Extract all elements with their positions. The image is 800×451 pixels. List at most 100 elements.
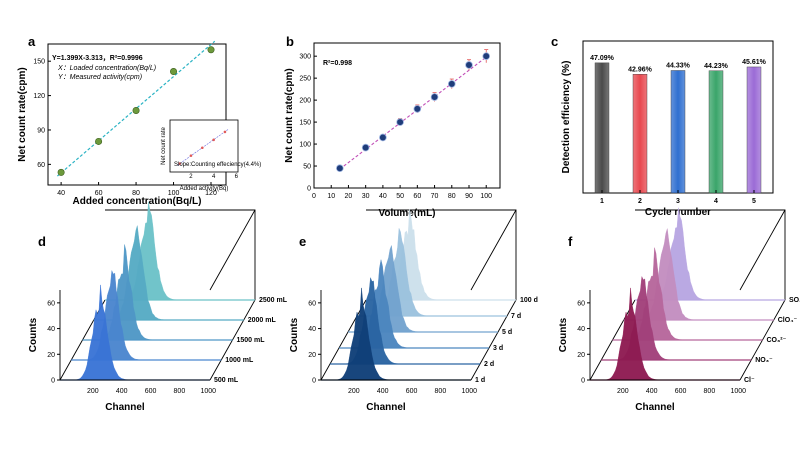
data-point-b	[396, 118, 404, 126]
bar-c	[594, 62, 610, 194]
data-point-b	[413, 105, 422, 113]
plot-frame-a	[47, 43, 227, 186]
x-tick-label-f: 600	[675, 388, 687, 395]
x-tick-label-d: 400	[116, 388, 128, 395]
x-axis-label-e: Channel	[366, 402, 406, 413]
y-tick-label-f: 60	[577, 300, 585, 307]
y-axis-label-e: Counts	[289, 317, 300, 352]
data-point-b	[361, 143, 370, 152]
data-point-b	[482, 52, 491, 60]
panel-label-f: f	[568, 234, 573, 249]
y-tick-label-d: 0	[51, 378, 55, 385]
x-tick-label-b: 10	[327, 193, 335, 200]
x-tick-label-d: 1000	[200, 388, 216, 395]
bar-c	[708, 70, 724, 194]
series-label-d: 2500 mL	[259, 297, 288, 304]
annotation-y-a: Y：Measured activity(cpm)	[58, 74, 142, 81]
data-point-a	[170, 68, 178, 76]
series-label-f: NO₃⁻	[755, 357, 773, 364]
series-label-f: SO₄²⁻	[789, 297, 800, 304]
inset-x-tick-label-a: 6	[235, 174, 239, 180]
y-tick-label-b: 200	[299, 98, 311, 105]
y-axis-label-a: Net count rate(cpm)	[17, 67, 28, 161]
y-tick-label-d: 40	[47, 326, 55, 333]
y-tick-label-a: 150	[33, 59, 45, 66]
y-tick-label-f: 40	[577, 326, 585, 333]
x-tick-label-d: 600	[145, 388, 157, 395]
depth-axis-right-e	[470, 299, 517, 381]
data-point-a	[132, 106, 140, 114]
y-tick-label-b: 250	[299, 76, 311, 83]
panel-label-d: d	[38, 234, 46, 249]
series-label-e: 3 d	[493, 345, 503, 352]
x-tick-label-f: 400	[646, 388, 658, 395]
y-tick-label-b: 300	[299, 54, 311, 61]
fit-line-b	[339, 56, 487, 170]
x-tick-label-b: 70	[431, 193, 439, 200]
x-tick-label-c: 5	[752, 198, 756, 205]
series-label-e: 100 d	[520, 297, 538, 304]
y-tick-label-d: 20	[47, 352, 55, 359]
data-point-b	[379, 133, 387, 142]
inset-point-a	[178, 162, 181, 165]
series-label-d: 500 mL	[214, 377, 239, 384]
y-axis-label-d: Counts	[28, 317, 39, 352]
x-tick-label-f: 800	[704, 388, 716, 395]
y-tick-label-a: 90	[37, 127, 45, 134]
y-tick-label-e: 60	[308, 300, 316, 307]
top-right-edge-f	[739, 209, 786, 291]
data-point-b	[447, 80, 456, 88]
bar-c	[670, 70, 686, 194]
panel-label-a: a	[28, 34, 36, 49]
plot-frame-b	[313, 42, 501, 189]
x-axis-label-b: Volume(mL)	[378, 208, 435, 219]
inset-y-label-a: Net count rate	[161, 126, 167, 164]
y-tick-label-f: 0	[581, 378, 585, 385]
x-tick-label-b: 30	[362, 193, 370, 200]
x-tick-label-f: 1000	[730, 388, 746, 395]
x-tick-label-d: 200	[87, 388, 99, 395]
panel-label-b: b	[286, 34, 294, 49]
series-label-e: 2 d	[484, 361, 494, 368]
series-label-d: 1000 mL	[225, 357, 254, 364]
x-tick-label-e: 1000	[461, 388, 477, 395]
y-axis-label-b: Net count rate(cpm)	[284, 68, 295, 162]
x-tick-label-b: 60	[413, 193, 421, 200]
y-tick-label-b: 150	[299, 120, 311, 127]
series-label-d: 2000 mL	[248, 317, 277, 324]
x-tick-label-b: 20	[345, 193, 353, 200]
bar-c	[746, 66, 762, 194]
inset-x-tick-label-a: 2	[189, 174, 193, 180]
x-axis-label-f: Channel	[635, 402, 675, 413]
x-tick-label-e: 400	[377, 388, 389, 395]
series-label-e: 5 d	[502, 329, 512, 336]
y-tick-label-e: 0	[312, 378, 316, 385]
x-tick-label-b: 100	[480, 193, 492, 200]
inset-x-label-a: Added activity(Bq)	[180, 186, 229, 192]
fit-line-a	[56, 40, 216, 177]
y-tick-label-b: 100	[299, 142, 311, 149]
panel-label-e: e	[299, 234, 306, 249]
x-tick-label-d: 800	[174, 388, 186, 395]
top-right-edge-e	[470, 209, 517, 291]
y-tick-label-a: 60	[37, 162, 45, 169]
inset-note-a: Slope:Counting effeciency(4.4%)	[174, 162, 261, 168]
data-point-b	[430, 93, 439, 101]
inset-x-tick-label-a: 4	[212, 174, 216, 180]
x-tick-label-a: 100	[168, 190, 180, 197]
data-point-b	[336, 164, 344, 173]
bar-value-label-c: 44.33%	[666, 62, 691, 69]
series-label-f: Cl⁻	[744, 377, 755, 384]
inset-point-a	[212, 138, 215, 142]
y-tick-label-a: 120	[33, 93, 45, 100]
bar-value-label-c: 45.61%	[742, 59, 767, 66]
series-label-f: ClO₄⁻	[778, 317, 798, 324]
y-tick-label-d: 60	[47, 300, 55, 307]
bar-value-label-c: 47.09%	[590, 55, 615, 62]
x-tick-label-c: 4	[714, 198, 718, 205]
top-right-edge-d	[209, 209, 256, 291]
x-tick-label-f: 200	[617, 388, 629, 395]
y-tick-label-e: 40	[308, 326, 316, 333]
equation-a: Y=1.399X-3.313，R²=0.9996	[52, 55, 143, 62]
y-tick-label-b: 50	[303, 164, 311, 171]
